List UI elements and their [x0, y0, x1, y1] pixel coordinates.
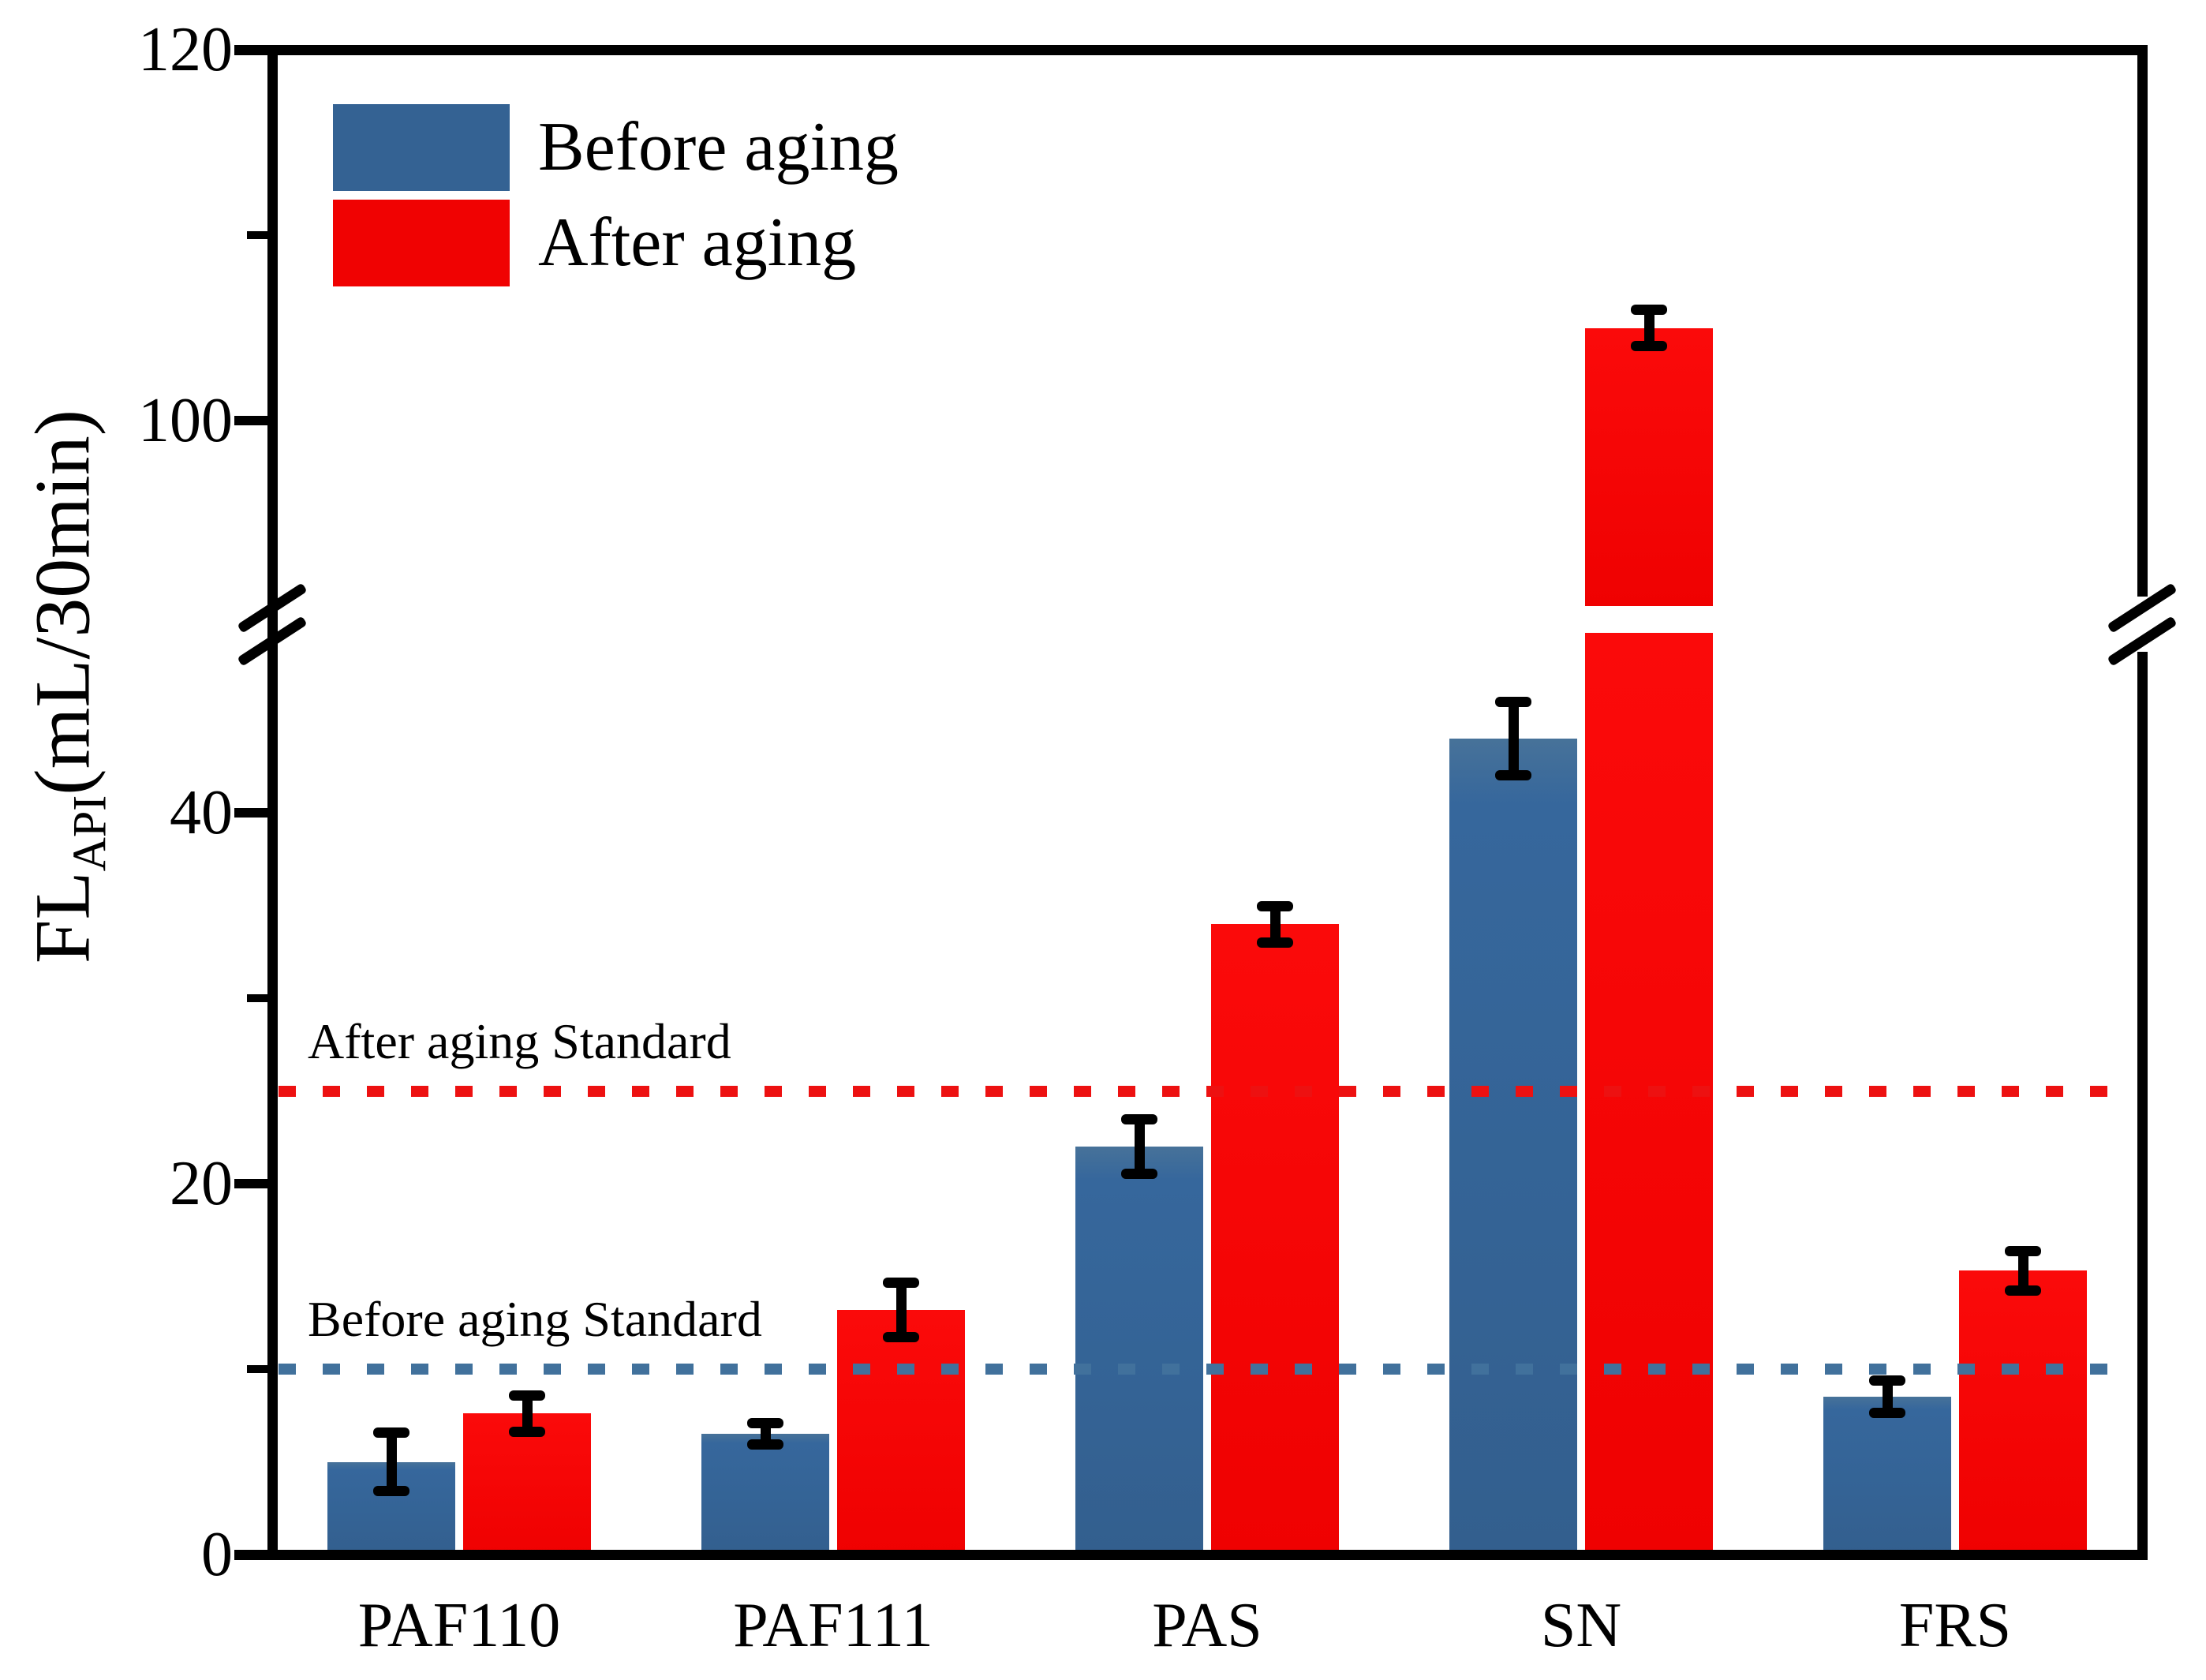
error-cap-top-bar-PAF110-after-aging — [509, 1390, 545, 1401]
error-cap-top-bar-SN-after-aging — [1631, 305, 1667, 315]
y-tick-120 — [234, 45, 267, 54]
bar-PAF111-before-aging — [701, 1434, 829, 1555]
error-cap-top-bar-PAF111-before-aging — [747, 1418, 783, 1429]
y-axis-label: FLAPI(mL/30min) — [17, 410, 118, 963]
error-bar-bar-PAS-before-aging — [1134, 1118, 1145, 1175]
bar-PAS-before-aging — [1075, 1147, 1203, 1555]
y-tick-40 — [234, 808, 267, 818]
error-bar-bar-PAF110-after-aging — [522, 1394, 533, 1432]
legend-swatch-before-aging — [333, 104, 510, 191]
error-bar-bar-FRS-before-aging — [1882, 1380, 1893, 1414]
error-cap-top-bar-PAF111-after-aging — [883, 1277, 919, 1288]
error-cap-top-bar-PAS-after-aging — [1257, 900, 1293, 911]
y-axis-line — [267, 45, 278, 1560]
y-tick-20 — [234, 1179, 267, 1188]
error-cap-top-bar-FRS-before-aging — [1869, 1375, 1905, 1386]
x-label-SN: SN — [1540, 1591, 1622, 1660]
error-cap-bottom-bar-PAS-after-aging — [1257, 937, 1293, 948]
reference-line-after-aging-standard — [279, 1085, 2134, 1097]
reference-label-after-aging: After aging Standard — [308, 1012, 731, 1069]
error-cap-bottom-bar-SN-before-aging — [1495, 770, 1531, 780]
error-cap-bottom-bar-FRS-before-aging — [1869, 1408, 1905, 1419]
bar-PAF111-after-aging — [837, 1309, 965, 1555]
error-cap-top-bar-SN-before-aging — [1495, 697, 1531, 707]
error-cap-bottom-bar-SN-after-aging — [1631, 341, 1667, 351]
error-cap-bottom-bar-PAF110-before-aging — [373, 1486, 409, 1497]
error-cap-bottom-bar-PAF111-before-aging — [747, 1439, 783, 1450]
bar-SN-before-aging — [1449, 739, 1577, 1555]
y-axis-label-unit: (mL/30min) — [18, 409, 107, 795]
y-tick-label-0: 0 — [201, 1520, 233, 1589]
y-tick-label-120: 120 — [138, 15, 233, 84]
x-label-PAF110: PAF110 — [357, 1591, 561, 1660]
error-bar-bar-PAF111-after-aging — [895, 1282, 907, 1338]
y-tick-0 — [234, 1550, 267, 1559]
error-cap-bottom-bar-PAS-before-aging — [1121, 1169, 1157, 1180]
y-tick-label-100: 100 — [138, 386, 233, 455]
legend-label-before-aging: Before aging — [538, 109, 899, 185]
error-cap-top-bar-FRS-after-aging — [2005, 1245, 2041, 1256]
error-bar-bar-PAS-after-aging — [1269, 905, 1281, 943]
error-bar-bar-PAF111-before-aging — [760, 1423, 771, 1446]
bar-FRS-before-aging — [1823, 1397, 1951, 1555]
legend-swatch-after-aging — [333, 200, 510, 286]
bar-SN-after-aging-upper — [1585, 327, 1713, 606]
bar-PAF110-after-aging — [463, 1413, 591, 1555]
error-cap-top-bar-PAS-before-aging — [1121, 1113, 1157, 1124]
error-bar-bar-SN-after-aging — [1643, 309, 1654, 346]
y-tick-label-40: 40 — [170, 778, 233, 847]
y-tick-label-20: 20 — [170, 1149, 233, 1218]
y-minor-tick-110 — [247, 231, 267, 239]
error-bar-bar-PAF110-before-aging — [386, 1431, 397, 1492]
x-axis-line — [234, 1550, 2148, 1560]
error-cap-bottom-bar-PAF111-after-aging — [883, 1332, 919, 1343]
y-axis-label-main: FL — [18, 871, 107, 964]
error-bar-bar-SN-before-aging — [1508, 702, 1519, 776]
top-frame-line — [234, 45, 2148, 55]
x-label-PAS: PAS — [1152, 1591, 1262, 1660]
reference-line-before-aging-standard — [279, 1364, 2134, 1375]
right-frame-line — [2137, 45, 2148, 1560]
error-cap-top-bar-PAF110-before-aging — [373, 1427, 409, 1438]
y-minor-tick-30 — [247, 994, 267, 1002]
x-label-PAF111: PAF111 — [733, 1591, 933, 1660]
reference-label-before-aging: Before aging Standard — [308, 1291, 762, 1347]
error-cap-bottom-bar-PAF110-after-aging — [509, 1426, 545, 1437]
legend-item-before-aging: Before aging — [333, 104, 899, 191]
y-minor-tick-10 — [247, 1365, 267, 1373]
error-cap-bottom-bar-FRS-after-aging — [2005, 1285, 2041, 1296]
bar-PAS-after-aging — [1211, 924, 1339, 1555]
error-bar-bar-FRS-after-aging — [2017, 1250, 2028, 1292]
y-tick-100 — [234, 416, 267, 425]
legend-item-after-aging: After aging — [333, 200, 856, 286]
bar-FRS-after-aging — [1959, 1270, 2087, 1555]
legend-label-after-aging: After aging — [538, 204, 857, 281]
x-label-FRS: FRS — [1898, 1591, 2012, 1660]
